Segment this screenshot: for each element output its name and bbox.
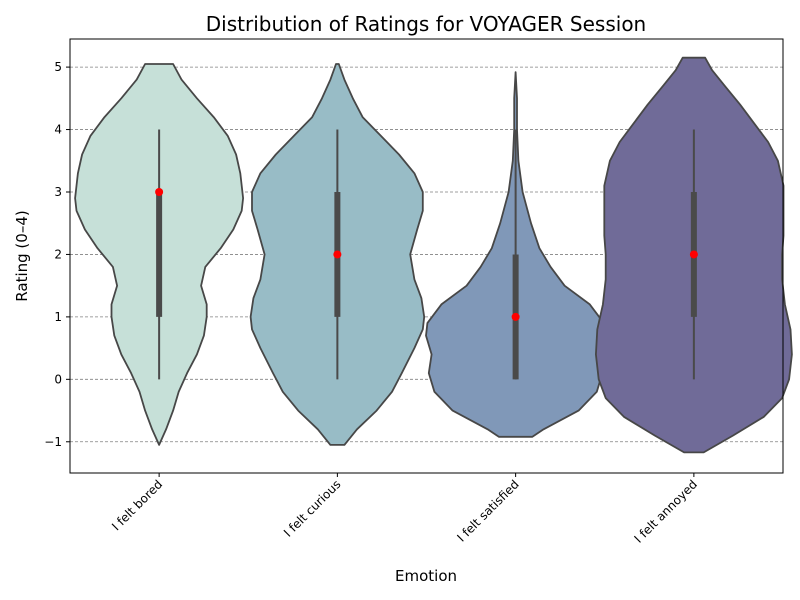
y-axis-label: Rating (0–4) xyxy=(13,210,31,301)
y-tick-label: 0 xyxy=(54,372,62,386)
y-tick-label: 2 xyxy=(54,247,62,261)
y-tick-label: 4 xyxy=(54,123,62,137)
violins xyxy=(74,56,793,454)
y-tick-label: −1 xyxy=(44,435,62,449)
y-tick-label: 3 xyxy=(54,185,62,199)
violin-median-point xyxy=(155,187,164,196)
y-tick-label: 5 xyxy=(54,60,62,74)
x-tick-label: I felt annoyed xyxy=(632,477,700,545)
x-tick-label: I felt bored xyxy=(109,477,165,533)
chart-title: Distribution of Ratings for VOYAGER Sess… xyxy=(206,12,646,36)
violin-median-point xyxy=(689,250,698,259)
x-tick-label: I felt curious xyxy=(281,477,344,540)
x-axis-label: Emotion xyxy=(395,567,457,585)
x-tick-label: I felt satisfied xyxy=(454,477,521,544)
violin-median-point xyxy=(333,250,342,259)
violin-median-point xyxy=(511,312,520,321)
grid-lines xyxy=(70,66,783,443)
plot-frame xyxy=(69,38,784,474)
y-tick-label: 1 xyxy=(54,310,62,324)
